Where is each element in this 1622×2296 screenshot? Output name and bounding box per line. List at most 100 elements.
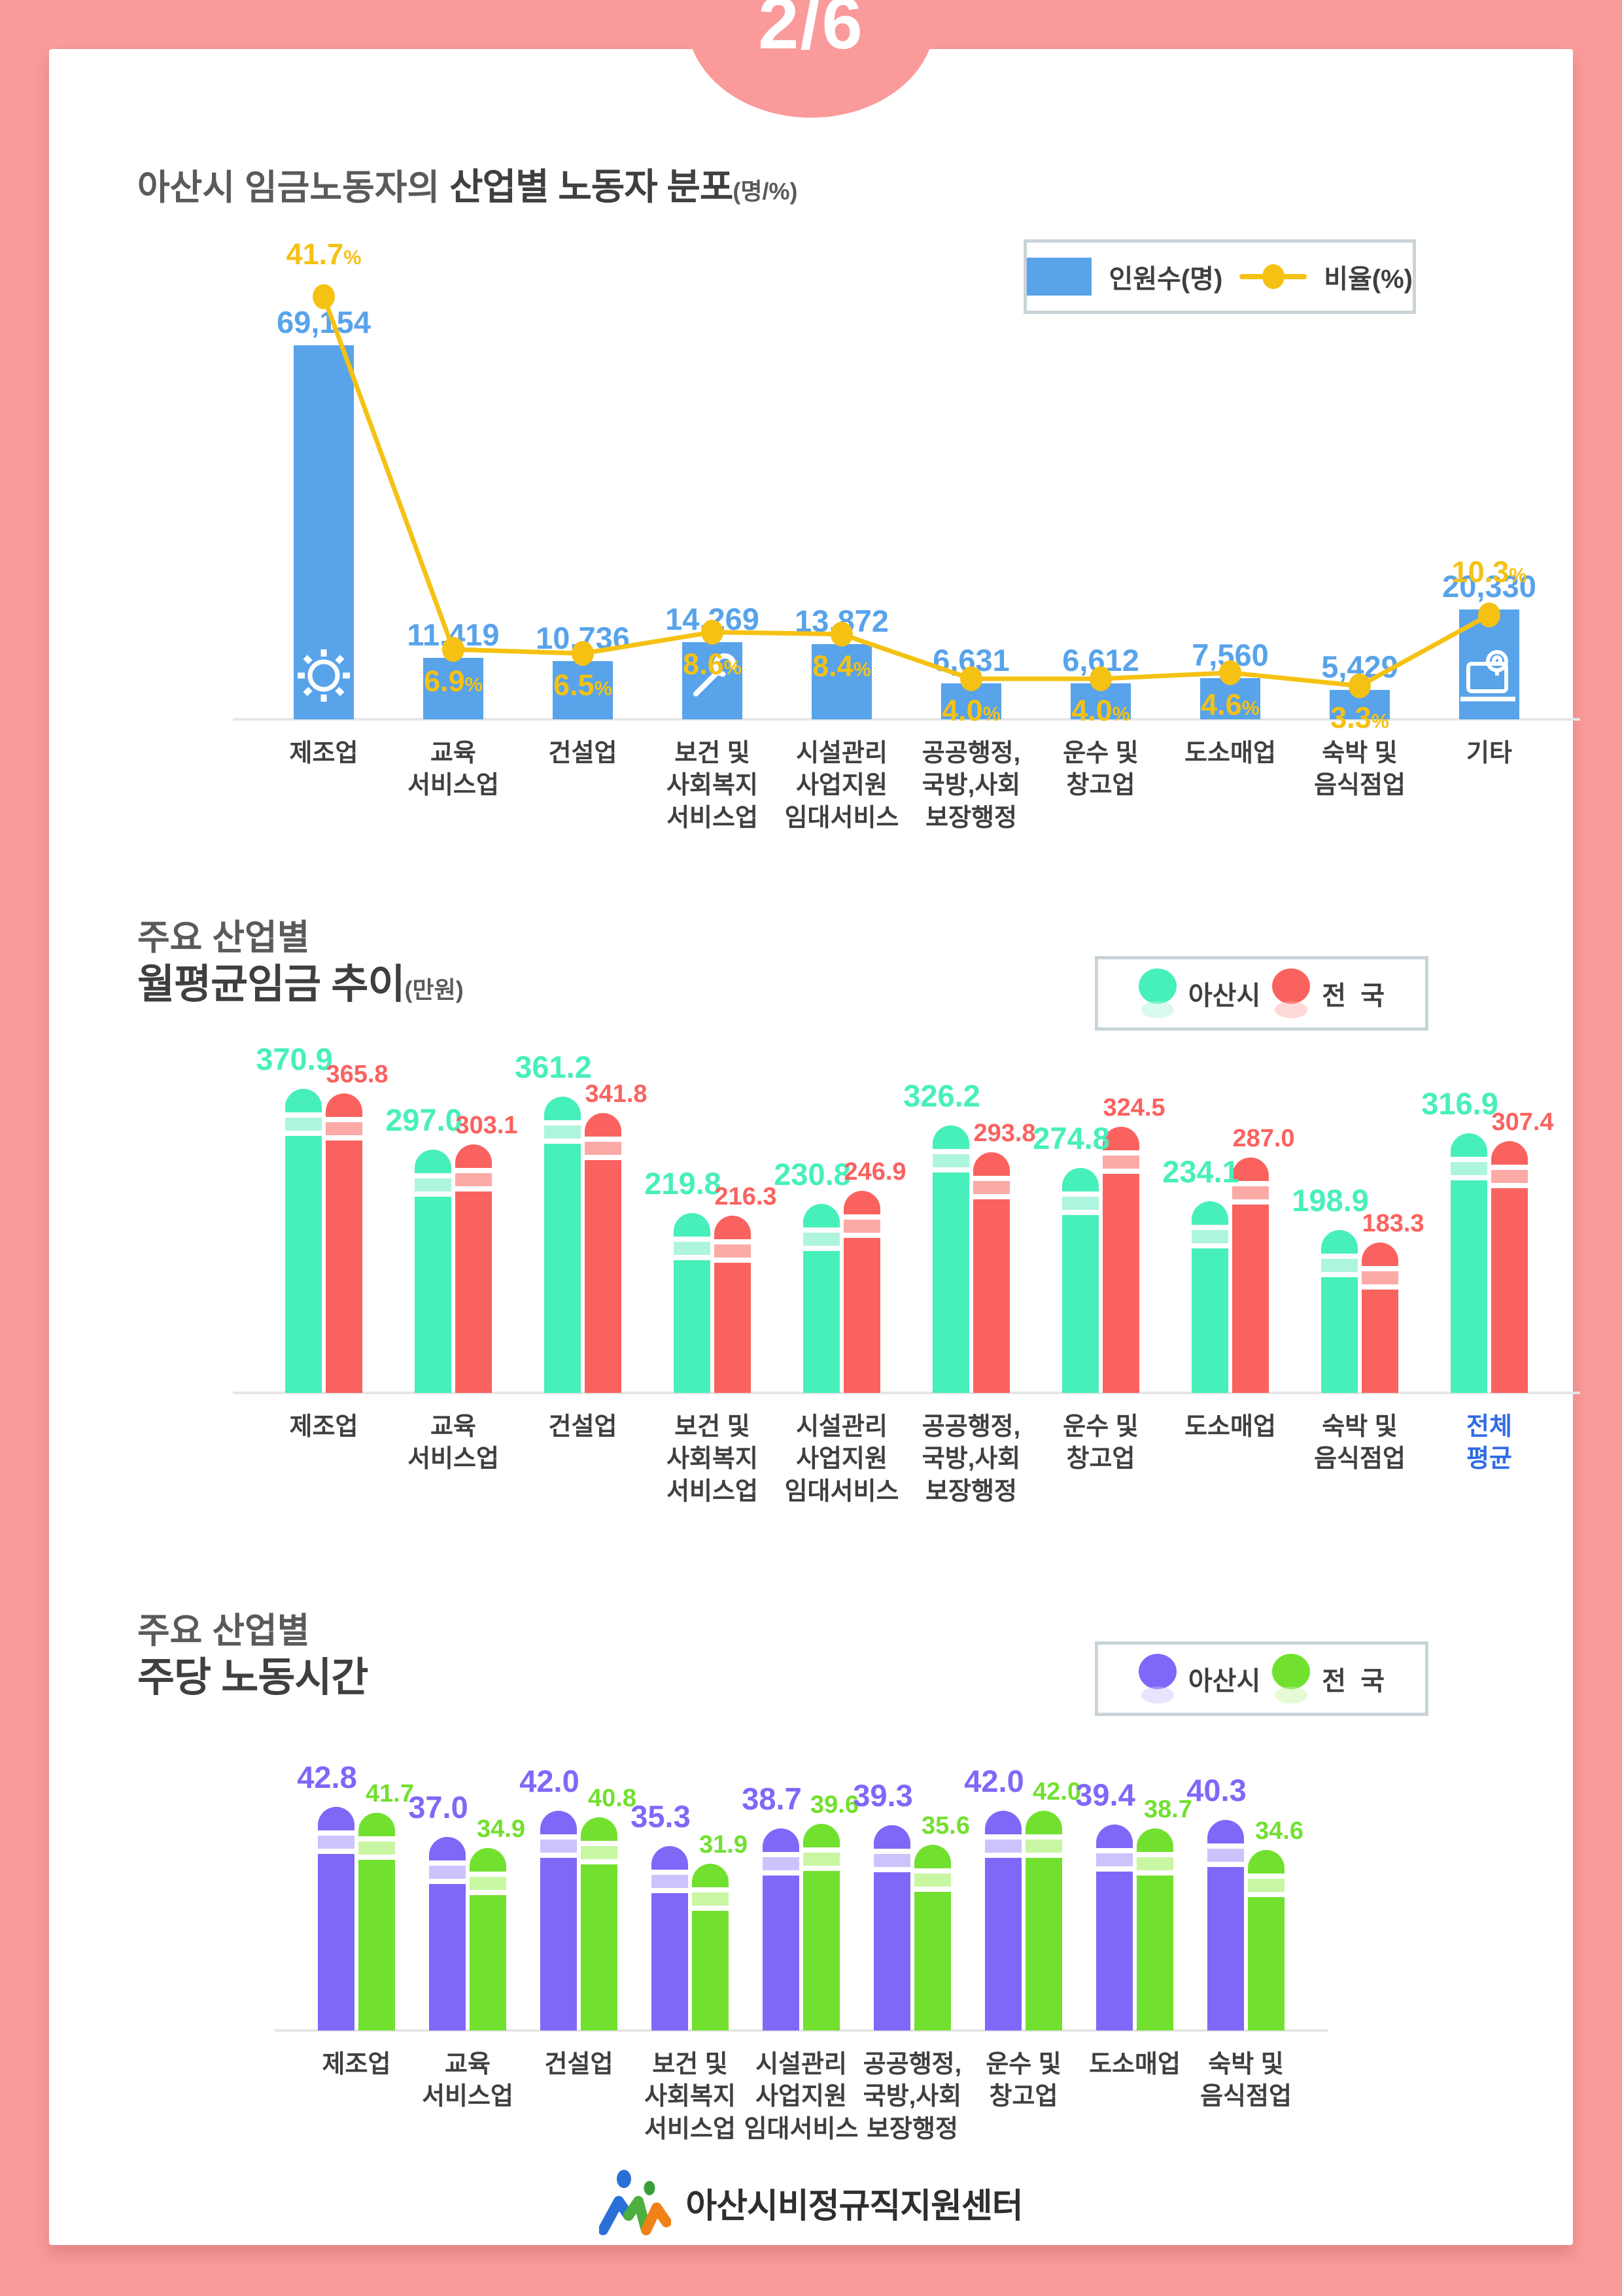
national-value-label: 31.9 (699, 1831, 748, 1859)
national-bar (844, 1191, 880, 1393)
pct-suffix: % (982, 703, 1001, 725)
asan-value-label: 42.0 (964, 1764, 1024, 1798)
chart2-legend-national: 전 국 (1322, 982, 1385, 1010)
asan-bar (763, 1828, 799, 2030)
bar-group: 38.7 39.6 (742, 1749, 859, 2030)
asan-bar (285, 1089, 322, 1393)
national-coin-icon (1272, 1654, 1311, 1704)
pct-suffix: % (594, 677, 612, 700)
asan-value-label: 316.9 (1421, 1086, 1498, 1121)
national-bar (455, 1144, 492, 1393)
chart1-title: 아산시 임금노동자의 산업별 노동자 분포(명/%) (137, 165, 798, 210)
category-label: 운수 및 창고업 (1063, 1413, 1139, 1473)
asan-bar (933, 1125, 969, 1393)
bar-highlight-band (651, 1870, 688, 1893)
bar-highlight-band (1062, 1191, 1099, 1215)
ratio-dot (442, 637, 464, 662)
national-bar (914, 1845, 951, 2030)
bar-group: 42.8 41.7 (297, 1749, 414, 2030)
ratio-dot (572, 641, 594, 666)
bar-group: 274.8 324.5 (1033, 1092, 1165, 1393)
asan-value-label: 37.0 (408, 1790, 468, 1825)
asan-value-label: 361.2 (515, 1050, 592, 1084)
national-bar (581, 1817, 617, 2030)
chart1-legend-ratio: 비율(%) (1324, 265, 1413, 294)
chart2-title-line1: 주요 산업별 (137, 918, 310, 957)
bar-group: 370.9 365.8 (256, 1044, 388, 1393)
pct-suffix: % (343, 246, 362, 269)
ratio-dot (701, 619, 723, 645)
national-value-label: 307.4 (1491, 1108, 1554, 1136)
bar-highlight-band (874, 1849, 910, 1872)
weekly-hours-chart: 42.8 41.7 37.0 34.9 42.0 40.8 35.3 31.9 38.7 39.6… (275, 1749, 1328, 2220)
asan-value-label: 234.1 (1162, 1154, 1239, 1189)
people-bar (294, 345, 354, 719)
category-label: 시설관리 사업지원 임대서비스 (744, 2051, 859, 2143)
bar-highlight-band (973, 1176, 1010, 1199)
bar-highlight-band (714, 1239, 751, 1263)
category-label: 공공행정, 국방,사회 보장행정 (863, 2051, 962, 2143)
monthly-wage-chart: 370.9 365.8 297.0 303.1 361.2 341.8 219.8 216.3… (233, 1044, 1580, 1602)
ratio-dot (831, 621, 853, 647)
bar-group: 234.1 287.0 (1162, 1092, 1295, 1393)
chart2-title: 주요 산업별 월평균임금 추이(만원) (137, 917, 464, 1010)
ratio-value-label: 8.6% (683, 647, 742, 681)
bar-highlight-band (285, 1112, 322, 1136)
bar-highlight-band (1321, 1254, 1358, 1277)
asan-bar (874, 1825, 910, 2030)
chart2-plot: 370.9 365.8 297.0 303.1 361.2 341.8 219.8 216.3… (233, 1044, 1580, 1394)
bar-highlight-band (1137, 1852, 1173, 1876)
category-label: 공공행정, 국방,사회 보장행정 (922, 740, 1021, 832)
national-value-label: 303.1 (455, 1112, 518, 1139)
asan-coin-icon (1138, 968, 1177, 1018)
chart2-title-unit: (만원) (404, 976, 464, 1003)
asan-coin-icon (1138, 1654, 1177, 1704)
national-bar (1362, 1242, 1398, 1393)
asan-value-label: 370.9 (256, 1042, 333, 1076)
national-bar (1026, 1811, 1062, 2030)
national-bar (358, 1813, 395, 2030)
bar-highlight-band (692, 1887, 729, 1911)
national-value-label: 40.8 (588, 1785, 636, 1812)
chart1-title-bold: 산업별 노동자 분포 (449, 166, 733, 207)
chart1-plot: 69,154 11,419 10,736 14,269 13,872 6,631 6,612… (233, 239, 1580, 732)
chart3-legend: 아산시 전 국 (1095, 1641, 1428, 1716)
bar-highlight-band (455, 1168, 492, 1191)
bar-highlight-band (429, 1860, 466, 1884)
asan-value-label: 219.8 (644, 1166, 721, 1201)
bar-value-label: 69,154 (277, 305, 371, 339)
national-bar (1232, 1157, 1269, 1393)
bar-group: 219.8 216.3 (644, 1092, 777, 1393)
chart3-baseline (275, 2029, 1328, 2032)
ratio-value-label: 10.3% (1451, 555, 1527, 589)
ratio-value-label: 8.4% (812, 649, 871, 683)
bar-highlight-band (844, 1214, 880, 1238)
bar-highlight-band (674, 1237, 710, 1260)
category-label: 운수 및 창고업 (986, 2051, 1061, 2111)
category-label: 교육 서비스업 (407, 1413, 499, 1473)
national-value-label: 35.6 (922, 1812, 970, 1840)
bar-highlight-band (933, 1149, 969, 1173)
chart3-title-bold: 주당 노동시간 (137, 1654, 368, 1700)
category-label: 시설관리 사업지원 임대서비스 (784, 740, 899, 832)
national-bar (714, 1216, 751, 1393)
bar-highlight-band (470, 1872, 506, 1895)
bar-group: 316.9 307.4 (1421, 1088, 1554, 1393)
ratio-value-label: 4.0% (942, 694, 1001, 727)
asan-bar (1192, 1201, 1228, 1393)
national-value-label: 246.9 (844, 1158, 906, 1186)
people-bar (682, 642, 742, 719)
chart1-title-unit: (명/%) (733, 178, 798, 205)
bar-group: 11,419 (388, 288, 518, 719)
bar-group: 39.3 35.6 (853, 1749, 970, 2030)
bar-highlight-band (1103, 1150, 1139, 1174)
category-label: 건설업 (548, 1413, 617, 1441)
national-bar (803, 1824, 840, 2030)
national-bar (1491, 1141, 1528, 1393)
national-value-label: 216.3 (714, 1183, 777, 1210)
asan-value-label: 40.3 (1186, 1773, 1247, 1808)
national-value-label: 341.8 (585, 1080, 647, 1108)
chart2-legend-asan: 아산시 (1188, 982, 1261, 1010)
bar-highlight-band (1026, 1834, 1062, 1858)
